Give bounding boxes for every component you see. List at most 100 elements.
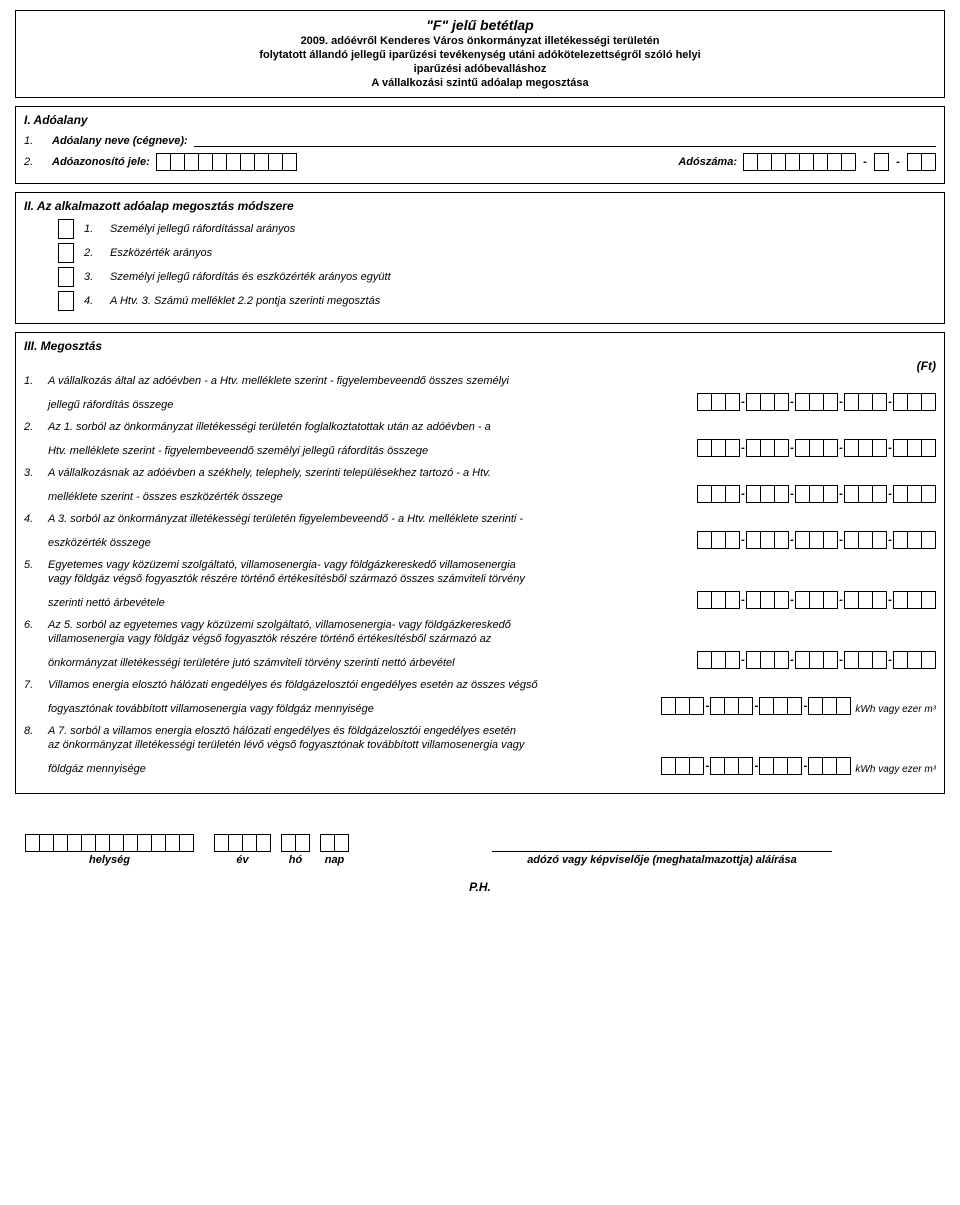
method-checkbox-3[interactable]: [58, 267, 74, 287]
adoszama-boxes-3[interactable]: [907, 153, 936, 171]
item-lastline-1: jellegű ráfordítás összege: [48, 399, 697, 411]
amount-boxes[interactable]: ---: [661, 757, 851, 775]
amount-boxes[interactable]: ----: [697, 439, 936, 457]
item-lastline-4: eszközérték összege: [48, 537, 697, 549]
amount-boxes[interactable]: ---: [661, 697, 851, 715]
item-line1-5: Egyetemes vagy közüzemi szolgáltató, vil…: [48, 559, 936, 571]
row1-num: 1.: [24, 135, 46, 147]
ho-boxes[interactable]: [281, 834, 310, 852]
item-line2-5: vagy földgáz végső fogyasztók részére tö…: [48, 573, 936, 585]
amount-boxes[interactable]: ----: [697, 591, 936, 609]
item-lastline-5: szerinti nettó árbevétele: [48, 597, 697, 609]
method-option-3: 3. Személyi jellegű ráfordítás és eszközé…: [58, 267, 936, 287]
item-8: 8.A 7. sorból a villamos energia elosztó…: [24, 725, 936, 775]
item-2: 2.Az 1. sorból az önkormányzat illetékes…: [24, 421, 936, 457]
item-unit-7: kWh vagy ezer m³: [855, 704, 936, 715]
item-line1-8: A 7. sorból a villamos energia elosztó h…: [48, 725, 936, 737]
item-num-7: 7.: [24, 679, 48, 691]
adoazonosito-boxes[interactable]: [156, 153, 297, 171]
item-line1-7: Villamos energia elosztó hálózati engedé…: [48, 679, 936, 691]
item-7: 7.Villamos energia elosztó hálózati enge…: [24, 679, 936, 715]
adoszama-label: Adószáma:: [678, 156, 737, 168]
item-line1-4: A 3. sorból az önkormányzat illetékesség…: [48, 513, 936, 525]
amount-boxes[interactable]: ----: [697, 393, 936, 411]
row2-num: 2.: [24, 156, 46, 168]
method-text-2: Eszközérték arányos: [110, 247, 212, 259]
nap-caption: nap: [325, 854, 345, 866]
item-lastline-2: Htv. melléklete szerint - figyelembeveen…: [48, 445, 697, 457]
item-num-6: 6.: [24, 619, 48, 631]
item-num-1: 1.: [24, 375, 48, 387]
amount-boxes[interactable]: ----: [697, 485, 936, 503]
form-title-main: "F" jelű betétlap: [24, 17, 936, 33]
item-lastline-6: önkormányzat illetékességi területére ju…: [48, 657, 697, 669]
item-1: 1.A vállalkozás által az adóévben - a Ht…: [24, 375, 936, 411]
row1-input-line[interactable]: [194, 135, 936, 147]
method-option-2: 2. Eszközérték arányos: [58, 243, 936, 263]
item-lastline-8: földgáz mennyisége: [48, 763, 661, 775]
row-adoazonosito: 2. Adóazonosító jele: Adószáma: - -: [24, 153, 936, 171]
ev-boxes[interactable]: [214, 834, 271, 852]
method-num-1: 1.: [84, 223, 100, 235]
item-num-8: 8.: [24, 725, 48, 737]
section-i-head: I. Adóalany: [24, 113, 936, 127]
method-options: 1. Személyi jellegű ráfordítással arányos…: [24, 219, 936, 311]
method-text-1: Személyi jellegű ráfordítással arányos: [110, 223, 295, 235]
footer: helység év hó nap adózó vagy képviselője…: [15, 834, 945, 866]
method-num-4: 4.: [84, 295, 100, 307]
nap-boxes[interactable]: [320, 834, 349, 852]
item-6: 6.Az 5. sorból az egyetemes vagy közüzem…: [24, 619, 936, 669]
signature-line[interactable]: [492, 834, 832, 852]
method-checkbox-4[interactable]: [58, 291, 74, 311]
method-text-4: A Htv. 3. Számú melléklet 2.2 pontja sze…: [110, 295, 380, 307]
item-3: 3.A vállalkozásnak az adóévben a székhel…: [24, 467, 936, 503]
item-unit-8: kWh vagy ezer m³: [855, 764, 936, 775]
ho-caption: hó: [289, 854, 302, 866]
method-text-3: Személyi jellegű ráfordítás és eszközért…: [110, 271, 391, 283]
item-num-2: 2.: [24, 421, 48, 433]
row-adalany-neve: 1. Adóalany neve (cégneve):: [24, 133, 936, 149]
amount-items: 1.A vállalkozás által az adóévben - a Ht…: [24, 375, 936, 775]
method-num-3: 3.: [84, 271, 100, 283]
adoszama-boxes-1[interactable]: [743, 153, 856, 171]
form-title-line4: iparűzési adóbevalláshoz: [24, 63, 936, 75]
row1-label: Adóalany neve (cégneve):: [52, 135, 188, 147]
adoszama-sep1: -: [862, 156, 868, 168]
item-5: 5.Egyetemes vagy közüzemi szolgáltató, v…: [24, 559, 936, 609]
section-ii-head: II. Az alkalmazott adóalap megosztás mód…: [24, 199, 936, 213]
ev-caption: év: [236, 854, 248, 866]
row2-label: Adóazonosító jele:: [52, 156, 150, 168]
form-title-line2: 2009. adóévről Kenderes Város önkormányz…: [24, 35, 936, 47]
signature-caption: adózó vagy képviselője (meghatalmazottja…: [527, 854, 797, 866]
item-lastline-3: melléklete szerint - összes eszközérték …: [48, 491, 697, 503]
item-lastline-7: fogyasztónak továbbított villamosenergia…: [48, 703, 661, 715]
ft-label: (Ft): [24, 359, 936, 373]
ph-stamp: P.H.: [15, 880, 945, 894]
section-megosztas: III. Megosztás (Ft) 1.A vállalkozás álta…: [15, 332, 945, 794]
section-adalany: I. Adóalany 1. Adóalany neve (cégneve): …: [15, 106, 945, 184]
item-num-3: 3.: [24, 467, 48, 479]
item-line2-6: villamosenergia vagy földgáz végső fogya…: [48, 633, 936, 645]
method-checkbox-1[interactable]: [58, 219, 74, 239]
form-title-line5: A vállalkozási szintű adóalap megosztása: [24, 77, 936, 89]
item-num-5: 5.: [24, 559, 48, 571]
helyseg-boxes[interactable]: [25, 834, 194, 852]
method-option-1: 1. Személyi jellegű ráfordítással arányos: [58, 219, 936, 239]
method-num-2: 2.: [84, 247, 100, 259]
adoszama-boxes-2[interactable]: [874, 153, 889, 171]
item-line1-6: Az 5. sorból az egyetemes vagy közüzemi …: [48, 619, 936, 631]
section-iii-head: III. Megosztás: [24, 339, 936, 353]
item-line1-2: Az 1. sorból az önkormányzat illetékessé…: [48, 421, 936, 433]
amount-boxes[interactable]: ----: [697, 651, 936, 669]
item-4: 4.A 3. sorból az önkormányzat illetékess…: [24, 513, 936, 549]
section-megosztas-modszere: II. Az alkalmazott adóalap megosztás mód…: [15, 192, 945, 324]
method-checkbox-2[interactable]: [58, 243, 74, 263]
amount-boxes[interactable]: ----: [697, 531, 936, 549]
item-line2-8: az önkormányzat illetékességi területén …: [48, 739, 936, 751]
form-title-line3: folytatott állandó jellegű iparűzési tev…: [24, 49, 936, 61]
item-line1-1: A vállalkozás által az adóévben - a Htv.…: [48, 375, 936, 387]
method-option-4: 4. A Htv. 3. Számú melléklet 2.2 pontja s…: [58, 291, 936, 311]
form-header: "F" jelű betétlap 2009. adóévről Kendere…: [15, 10, 945, 98]
item-line1-3: A vállalkozásnak az adóévben a székhely,…: [48, 467, 936, 479]
item-num-4: 4.: [24, 513, 48, 525]
